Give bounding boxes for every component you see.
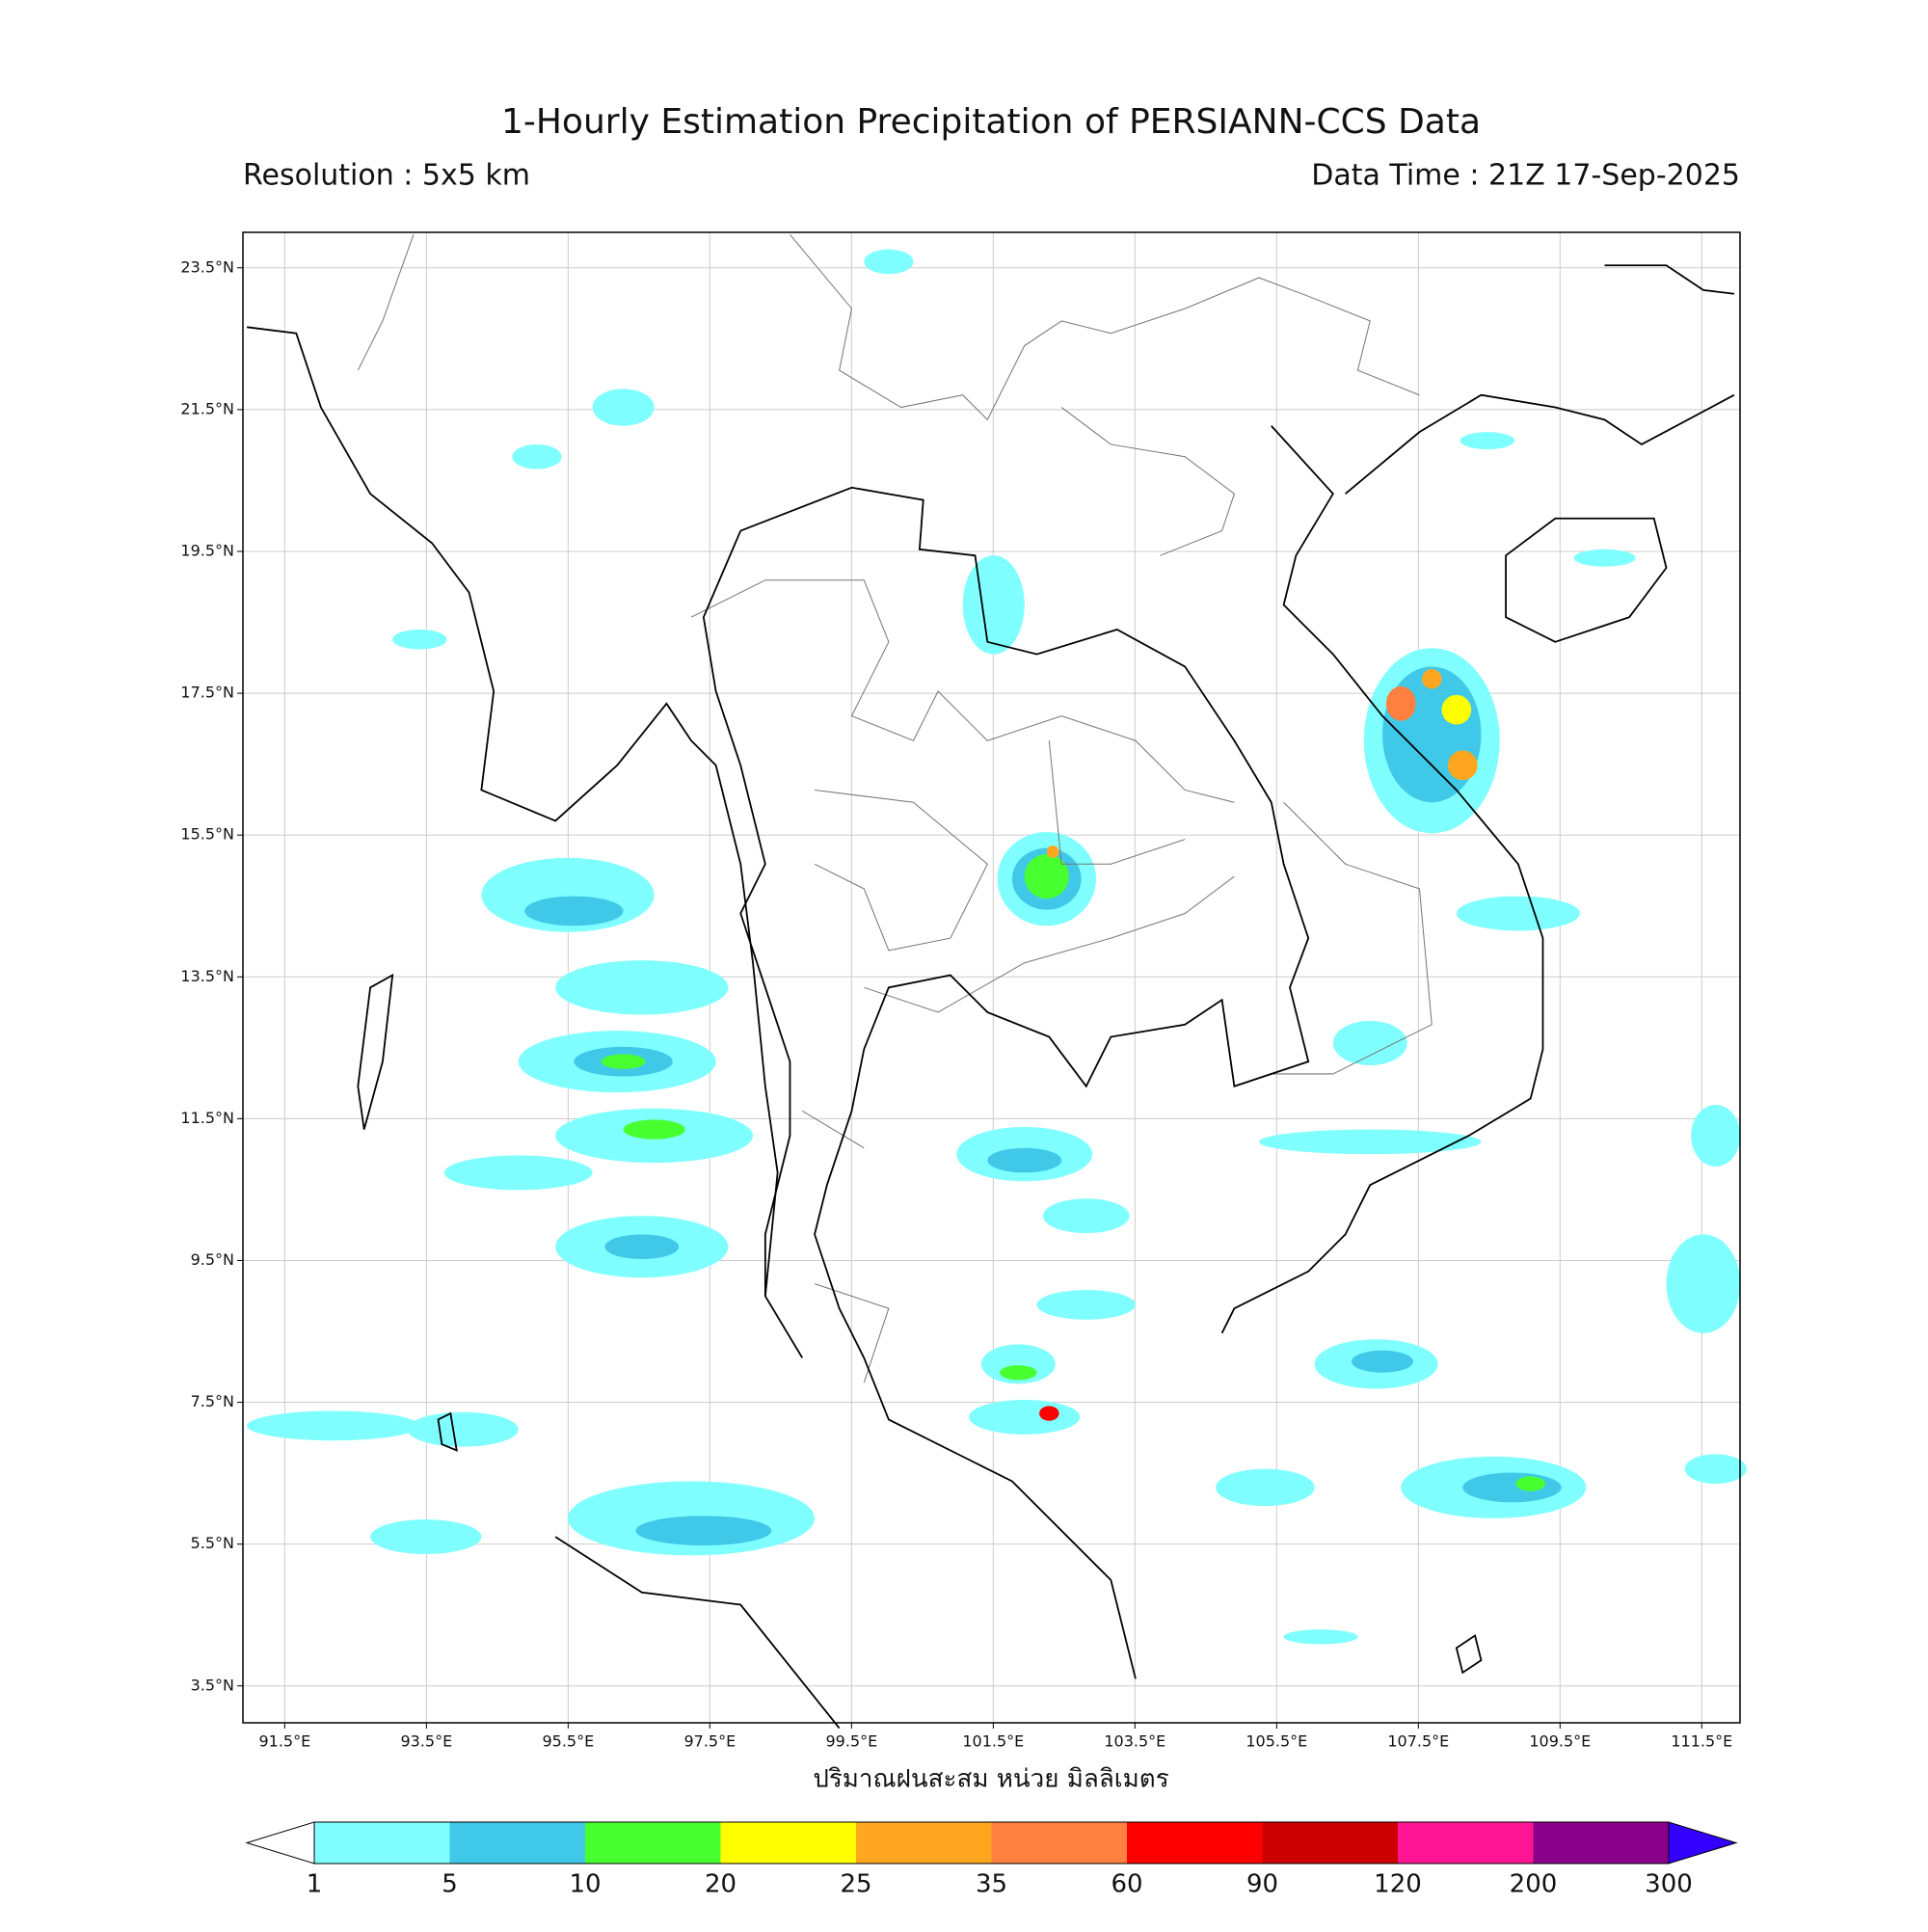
x-axis-label: ปริมาณฝนสะสม หน่วย มิลลิเมตร xyxy=(813,1765,1168,1794)
rain-areas xyxy=(247,249,1747,1645)
title: 1-Hourly Estimation Precipitation of PER… xyxy=(501,102,1481,142)
y-tick-label: 9.5°N xyxy=(191,1250,234,1269)
x-tick-label: 105.5°E xyxy=(1245,1732,1307,1751)
x-tick-label: 95.5°E xyxy=(542,1732,594,1751)
colorbar-label: 200 xyxy=(1510,1870,1558,1899)
x-tick-label: 109.5°E xyxy=(1529,1732,1591,1751)
map-layer xyxy=(246,233,1747,1730)
colorbar-frame xyxy=(313,1821,1670,1865)
x-tick-label: 97.5°E xyxy=(683,1732,736,1751)
y-tick-label: 13.5°N xyxy=(180,967,234,985)
colorbar: 1 5 10 20 25 35 60 90 120 200 300 xyxy=(245,1821,1738,1899)
y-tick-label: 21.5°N xyxy=(180,399,234,417)
colorbar-label: 5 xyxy=(442,1870,458,1899)
x-tick-label: 93.5°E xyxy=(400,1732,452,1751)
colorbar-label: 300 xyxy=(1645,1870,1693,1899)
colorbar-over xyxy=(1668,1821,1738,1865)
x-tick-label: 111.5°E xyxy=(1671,1732,1732,1751)
resolution: Resolution : 5x5 km xyxy=(243,159,530,193)
colorbar-label: 25 xyxy=(840,1870,871,1899)
data-time: Data Time : 21Z 17-Sep-2025 xyxy=(1311,159,1740,193)
y-tick-label: 5.5°N xyxy=(191,1534,234,1552)
colorbar-bin xyxy=(1127,1822,1263,1864)
colorbar-bin xyxy=(720,1822,856,1864)
map-frame xyxy=(242,231,1741,1724)
colorbar-bin xyxy=(1398,1822,1534,1864)
colorbar-bin xyxy=(1533,1822,1669,1864)
colorbar-under xyxy=(245,1821,315,1865)
colorbar-label: 10 xyxy=(569,1870,601,1899)
y-tick-label: 11.5°N xyxy=(180,1109,234,1127)
y-tick-label: 15.5°N xyxy=(180,825,234,844)
colorbar-label: 1 xyxy=(307,1870,323,1899)
colorbar-label: 120 xyxy=(1374,1870,1422,1899)
colorbar-bin xyxy=(314,1822,450,1864)
colorbar-label: 90 xyxy=(1246,1870,1278,1899)
colorbar-bin xyxy=(991,1822,1127,1864)
colorbar-bin xyxy=(449,1822,585,1864)
colorbar-bin xyxy=(856,1822,992,1864)
x-tick-label: 107.5°E xyxy=(1387,1732,1449,1751)
y-tick-label: 7.5°N xyxy=(191,1392,234,1410)
colorbar-bin xyxy=(585,1822,721,1864)
x-tick-label: 91.5°E xyxy=(258,1732,310,1751)
y-tick-label: 19.5°N xyxy=(180,541,234,559)
colorbar-label: 60 xyxy=(1111,1870,1142,1899)
y-tick-label: 23.5°N xyxy=(180,257,234,276)
x-tick-label: 99.5°E xyxy=(825,1732,877,1751)
y-tick-label: 17.5°N xyxy=(180,684,234,702)
y-tick-label: 3.5°N xyxy=(191,1676,234,1694)
colorbar-label: 35 xyxy=(976,1870,1007,1899)
x-tick-label: 101.5°E xyxy=(962,1732,1024,1751)
colorbar-bin xyxy=(1262,1822,1398,1864)
x-tick-label: 103.5°E xyxy=(1104,1732,1165,1751)
colorbar-label: 20 xyxy=(705,1870,736,1899)
